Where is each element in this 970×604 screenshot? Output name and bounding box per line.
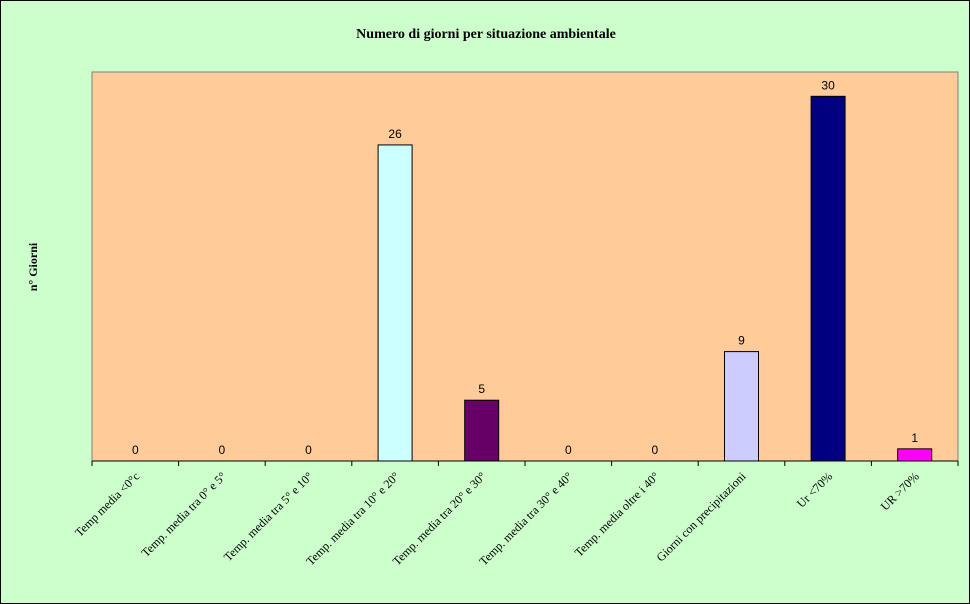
bar	[464, 399, 500, 462]
x-tick-label: Temp. media tra 30° e 40°	[476, 469, 575, 568]
data-label: 0	[219, 443, 226, 457]
data-label: 0	[305, 443, 312, 457]
x-tick-label: Temp media <0°c	[72, 469, 142, 539]
data-label: 30	[821, 78, 835, 92]
data-label: 0	[652, 443, 659, 457]
bars-layer	[377, 95, 933, 462]
data-label: 5	[478, 382, 485, 396]
y-axis-label: n° Giorni	[26, 242, 40, 291]
x-tick-label: Temp. media tra 0° e 5°	[138, 469, 229, 560]
bar	[810, 95, 846, 462]
data-labels-layer: 0 0 0 26 5 0 0 9 30 1	[132, 78, 918, 457]
data-label: 0	[132, 443, 139, 457]
data-label: 9	[738, 334, 745, 348]
x-tick-label: UR >70%	[878, 469, 922, 513]
x-tick-label: Temp. media tra 20° e 30°	[390, 469, 489, 568]
bar	[377, 144, 413, 462]
x-tick-label: Temp. media oltre i 40°	[572, 469, 662, 559]
x-tick-label: Giorni con precipitazioni	[653, 469, 749, 565]
data-label: 0	[565, 443, 572, 457]
x-tick-label: Ur <70%	[794, 469, 835, 510]
data-label: 26	[388, 127, 402, 141]
bar	[724, 351, 759, 462]
bar	[897, 448, 933, 462]
chart-title: Numero di giorni per situazione ambienta…	[356, 27, 616, 42]
x-tick-label: Temp. media tra 5° e 10°	[221, 469, 316, 564]
x-tick-label: Temp. media tra 10° e 20°	[303, 469, 402, 568]
data-label: 1	[911, 431, 918, 445]
